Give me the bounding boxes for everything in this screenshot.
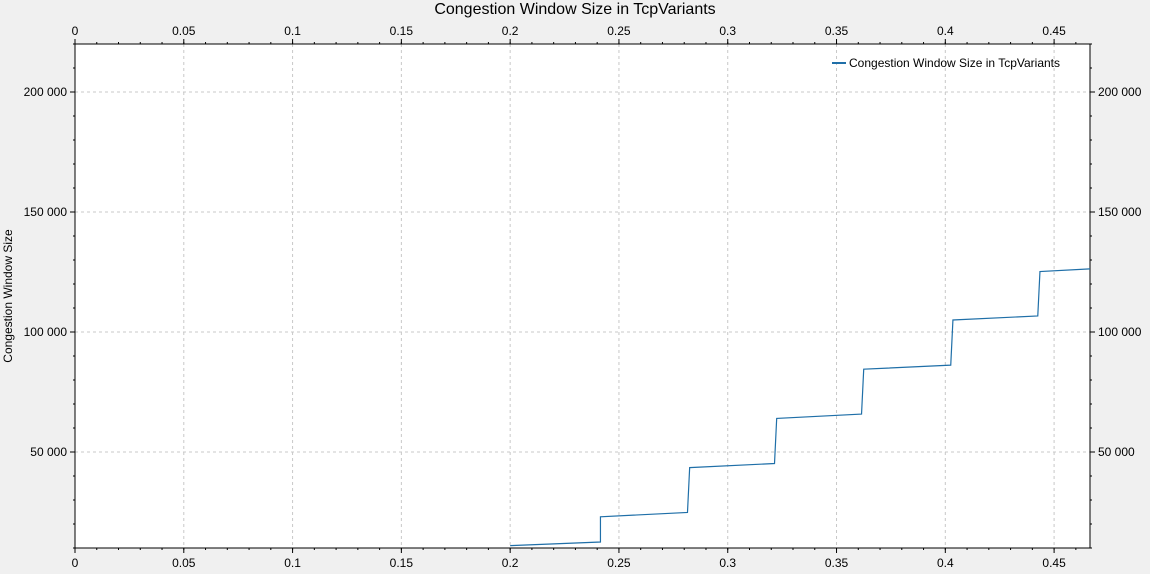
x-tick-label-top: 0	[72, 24, 79, 38]
x-tick-label-top: 0.1	[284, 24, 301, 38]
series-layer	[510, 268, 1091, 547]
grid	[75, 44, 1090, 548]
series-line	[510, 268, 1091, 547]
y-tick-label-left: 150 000	[24, 205, 68, 219]
y-tick-label-left: 200 000	[24, 85, 68, 99]
x-tick-label-top: 0.25	[607, 24, 631, 38]
plot-frame	[74, 43, 1091, 549]
y-tick-label-right: 50 000	[1098, 445, 1135, 459]
y-axis-title: Congestion Window Size	[1, 229, 15, 363]
x-tick-label-top: 0.45	[1042, 24, 1066, 38]
y-tick-label-right: 100 000	[1098, 325, 1142, 339]
y-tick-label-left: 50 000	[30, 445, 67, 459]
legend-label: Congestion Window Size in TcpVariants	[849, 56, 1060, 70]
x-tick-label-top: 0.35	[825, 24, 849, 38]
x-tick-label-top: 0.2	[502, 24, 519, 38]
x-tick-label-top: 0.15	[390, 24, 414, 38]
x-tick-label-bottom: 0.25	[607, 556, 631, 570]
x-tick-label-top: 0.4	[937, 24, 954, 38]
x-tick-label-bottom: 0.05	[172, 556, 196, 570]
y-tick-label-right: 200 000	[1098, 85, 1142, 99]
x-tick-label-bottom: 0.1	[284, 556, 301, 570]
x-tick-label-bottom: 0.2	[502, 556, 519, 570]
plot-area	[75, 44, 1090, 548]
x-tick-label-bottom: 0.45	[1042, 556, 1066, 570]
legend: Congestion Window Size in TcpVariants	[832, 56, 1060, 70]
axes: 0 0 0.05 0.05 0.1 0.1 0.15 0.15 0.2 0.2 0.25 0.25 0.…	[24, 24, 1142, 570]
y-tick-label-left: 100 000	[24, 325, 68, 339]
y-tick-label-right: 150 000	[1098, 205, 1142, 219]
x-tick-label-top: 0.3	[719, 24, 736, 38]
x-tick-label-bottom: 0.4	[937, 556, 954, 570]
chart-title: Congestion Window Size in TcpVariants	[434, 1, 715, 18]
x-tick-label-bottom: 0.15	[390, 556, 414, 570]
x-tick-label-bottom: 0.35	[825, 556, 849, 570]
x-tick-label-bottom: 0	[72, 556, 79, 570]
x-tick-label-bottom: 0.3	[719, 556, 736, 570]
x-tick-label-top: 0.05	[172, 24, 196, 38]
